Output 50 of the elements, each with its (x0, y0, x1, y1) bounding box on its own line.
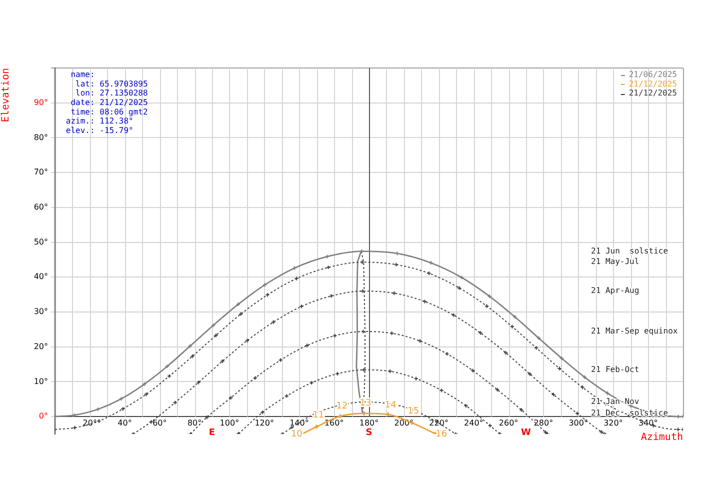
annotation: S (366, 428, 372, 438)
y-tick-label: 30° (34, 307, 48, 316)
annotation: 21 Jun solstice (591, 246, 668, 256)
annotation: azim.: 112.38° (66, 116, 134, 126)
annotation: 21 Feb-Oct (591, 364, 640, 374)
x-tick-label: 20° (82, 418, 97, 428)
x-tick-label: 300° (568, 418, 588, 428)
annotation: name: (70, 70, 95, 80)
annotation: E (208, 428, 216, 438)
y-tick-label: 60° (34, 202, 48, 212)
x-tick-label: 220° (429, 418, 448, 428)
annotation: lat: 65.9703895 (76, 79, 148, 88)
y-tick-label: 20° (34, 342, 48, 351)
y-tick-label: 0° (38, 412, 48, 421)
annotation: W (521, 428, 532, 438)
y-tick-label: 70° (34, 168, 48, 177)
y-axis-title: Elevation (0, 68, 12, 122)
x-tick-label: 60° (152, 418, 167, 428)
y-tick-label: 50° (34, 237, 48, 246)
annotation: time: 08:06 gmt2 (70, 107, 148, 116)
x-tick-label: 340° (638, 418, 658, 428)
x-tick-label: 180° (359, 418, 379, 428)
annotation: 16 (436, 429, 448, 440)
x-tick-label: 280° (534, 418, 554, 428)
x-tick-label: 320° (604, 418, 623, 428)
x-tick-label: 240° (464, 418, 484, 428)
x-tick-label: 120° (254, 418, 274, 428)
annotation: 10 (290, 429, 303, 440)
x-tick-label: 160° (324, 418, 344, 428)
annotation: 12 (336, 401, 348, 412)
x-tick-label: 100° (220, 418, 240, 428)
x-tick-label: 80° (187, 418, 202, 428)
x-tick-label: 140° (290, 418, 309, 428)
y-tick-label: 90° (34, 98, 48, 107)
legend-label: 21/06/2025 (628, 70, 678, 80)
annotation: elev.: -15.79° (66, 126, 134, 135)
annotation: 21 May-Jul (591, 257, 640, 266)
legend-label: 21/12/2025 (628, 79, 678, 88)
x-tick-label: 260° (498, 418, 518, 428)
annotation: date: 21/12/2025 (70, 98, 148, 107)
annotation: lon: 27.1350288 (76, 88, 148, 98)
annotation: 15 (408, 406, 420, 416)
y-tick-label: 40° (34, 272, 48, 282)
y-tick-label: 10° (34, 376, 48, 386)
y-tick-label: 80° (34, 132, 48, 142)
x-tick-label: 40° (118, 418, 132, 428)
legend-label: 21/12/2025 (628, 88, 678, 98)
annotation: 21 Mar-Sep equinox (591, 326, 678, 336)
x-axis-title: Azimuth (640, 432, 683, 443)
annotation: 21 Apr-Aug (591, 286, 640, 296)
